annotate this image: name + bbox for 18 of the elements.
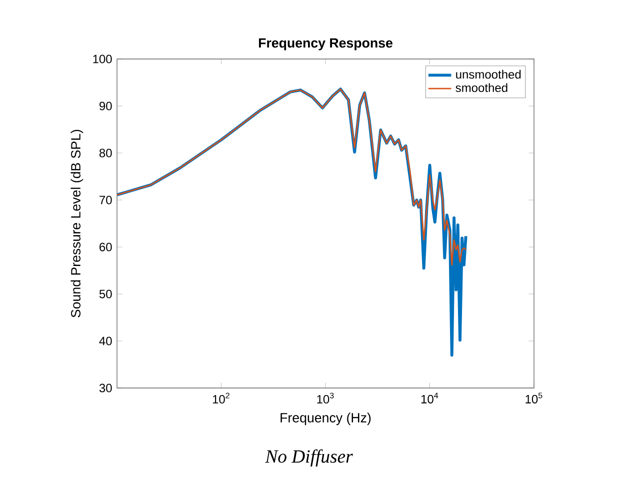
x-tick-label: 10$^{4}$ <box>421 392 438 404</box>
x-tick-label: 10$^{3}$ <box>317 392 334 404</box>
y-tick-label: 30 <box>99 384 112 392</box>
y-tick-label: 80 <box>99 148 112 158</box>
y-tick-label: 50 <box>99 290 112 298</box>
y-axis-title: Sound Pressure Level (dB SPL) <box>70 130 84 318</box>
y-tick-label: 90 <box>100 102 112 110</box>
chart-title: Frequency Response <box>258 38 392 50</box>
legend-label: unsmoothed <box>456 70 521 79</box>
x-tick-label: 10$^{2}$ <box>212 392 230 404</box>
y-tick-label: 70 <box>100 196 112 204</box>
y-tick-label: 100 <box>93 54 112 64</box>
text: No Diffuser <box>265 449 353 467</box>
x-axis-title: Frequency (Hz) <box>280 412 371 426</box>
x-tick-label: 10$^{5}$ <box>526 392 542 404</box>
y-tick-label: 40 <box>99 336 112 346</box>
legend-label: smoothed <box>456 83 508 92</box>
y-tick-label: 60 <box>100 242 112 252</box>
